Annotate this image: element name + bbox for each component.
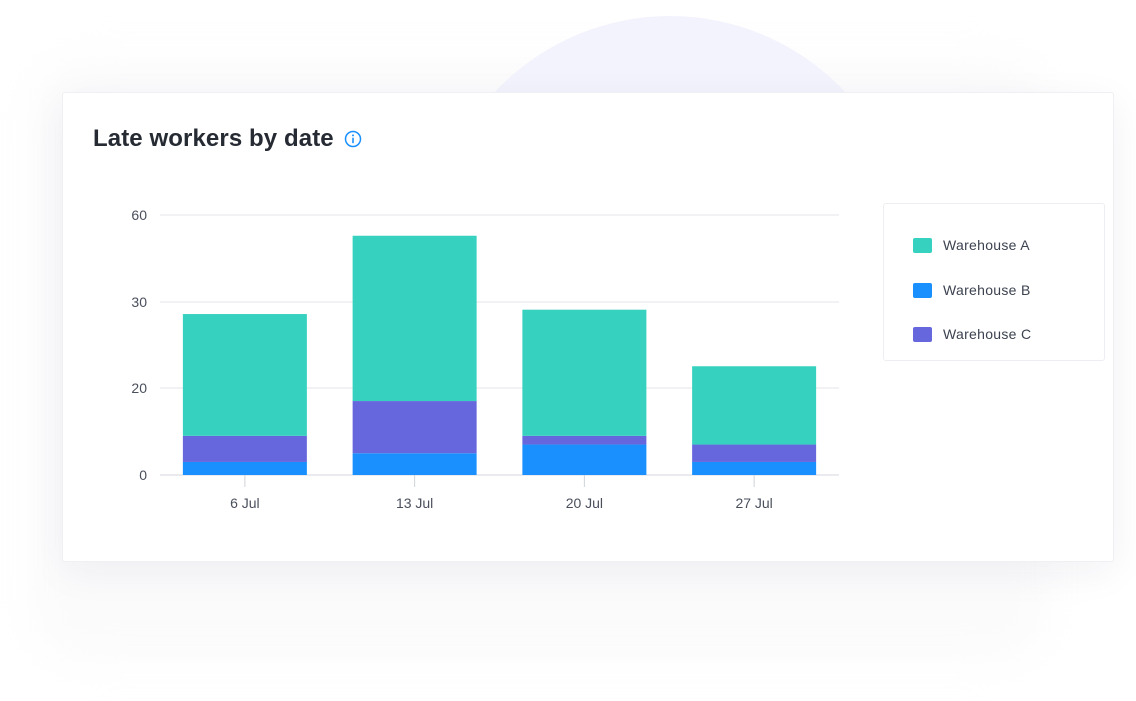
bar-warehouse-c — [692, 444, 817, 462]
legend-swatch-warehouse-b — [913, 282, 932, 298]
bar-warehouse-c — [182, 435, 307, 462]
bar-warehouse-a — [352, 235, 477, 402]
y-tick-label: 60 — [131, 207, 147, 223]
legend-item-warehouse-b: Warehouse B — [913, 282, 1031, 298]
bar-warehouse-b — [352, 453, 477, 475]
title-row: Late workers by date — [93, 125, 362, 153]
stacked-bar-chart: 0 20 30 60 6 Jul 13 Jul 20 Jul 27 Jul — [131, 207, 839, 511]
legend-item-warehouse-a: Warehouse A — [913, 237, 1030, 253]
bar-warehouse-b — [692, 461, 817, 475]
bar-warehouse-a — [182, 314, 307, 436]
legend-label-warehouse-c: Warehouse C — [943, 326, 1032, 342]
bar-warehouse-a — [522, 309, 647, 436]
y-tick-label: 30 — [131, 294, 147, 310]
y-tick-label: 0 — [139, 467, 147, 483]
x-tick-label: 27 Jul — [735, 495, 772, 511]
info-circle-icon[interactable] — [344, 130, 362, 148]
x-tick-label: 13 Jul — [396, 495, 433, 511]
legend-label-warehouse-b: Warehouse B — [943, 282, 1031, 298]
chart-legend: Warehouse A Warehouse B Warehouse C — [883, 203, 1105, 361]
y-tick-label: 20 — [131, 380, 147, 396]
legend-swatch-warehouse-a — [913, 237, 932, 253]
chart-title: Late workers by date — [93, 125, 334, 152]
bar-warehouse-b — [522, 444, 647, 475]
legend-label-warehouse-a: Warehouse A — [943, 237, 1030, 253]
chart-card: Late workers by date 0 20 30 60 6 Jul 13 Jul 2… — [62, 92, 1114, 562]
x-tick-label: 20 Jul — [566, 495, 603, 511]
bar-warehouse-c — [522, 435, 647, 445]
bar-warehouse-a — [692, 366, 817, 445]
bar-warehouse-b — [182, 461, 307, 475]
bar-warehouse-c — [352, 401, 477, 454]
x-tick-label: 6 Jul — [230, 495, 260, 511]
legend-swatch-warehouse-c — [913, 326, 932, 342]
legend-item-warehouse-c: Warehouse C — [913, 326, 1031, 342]
